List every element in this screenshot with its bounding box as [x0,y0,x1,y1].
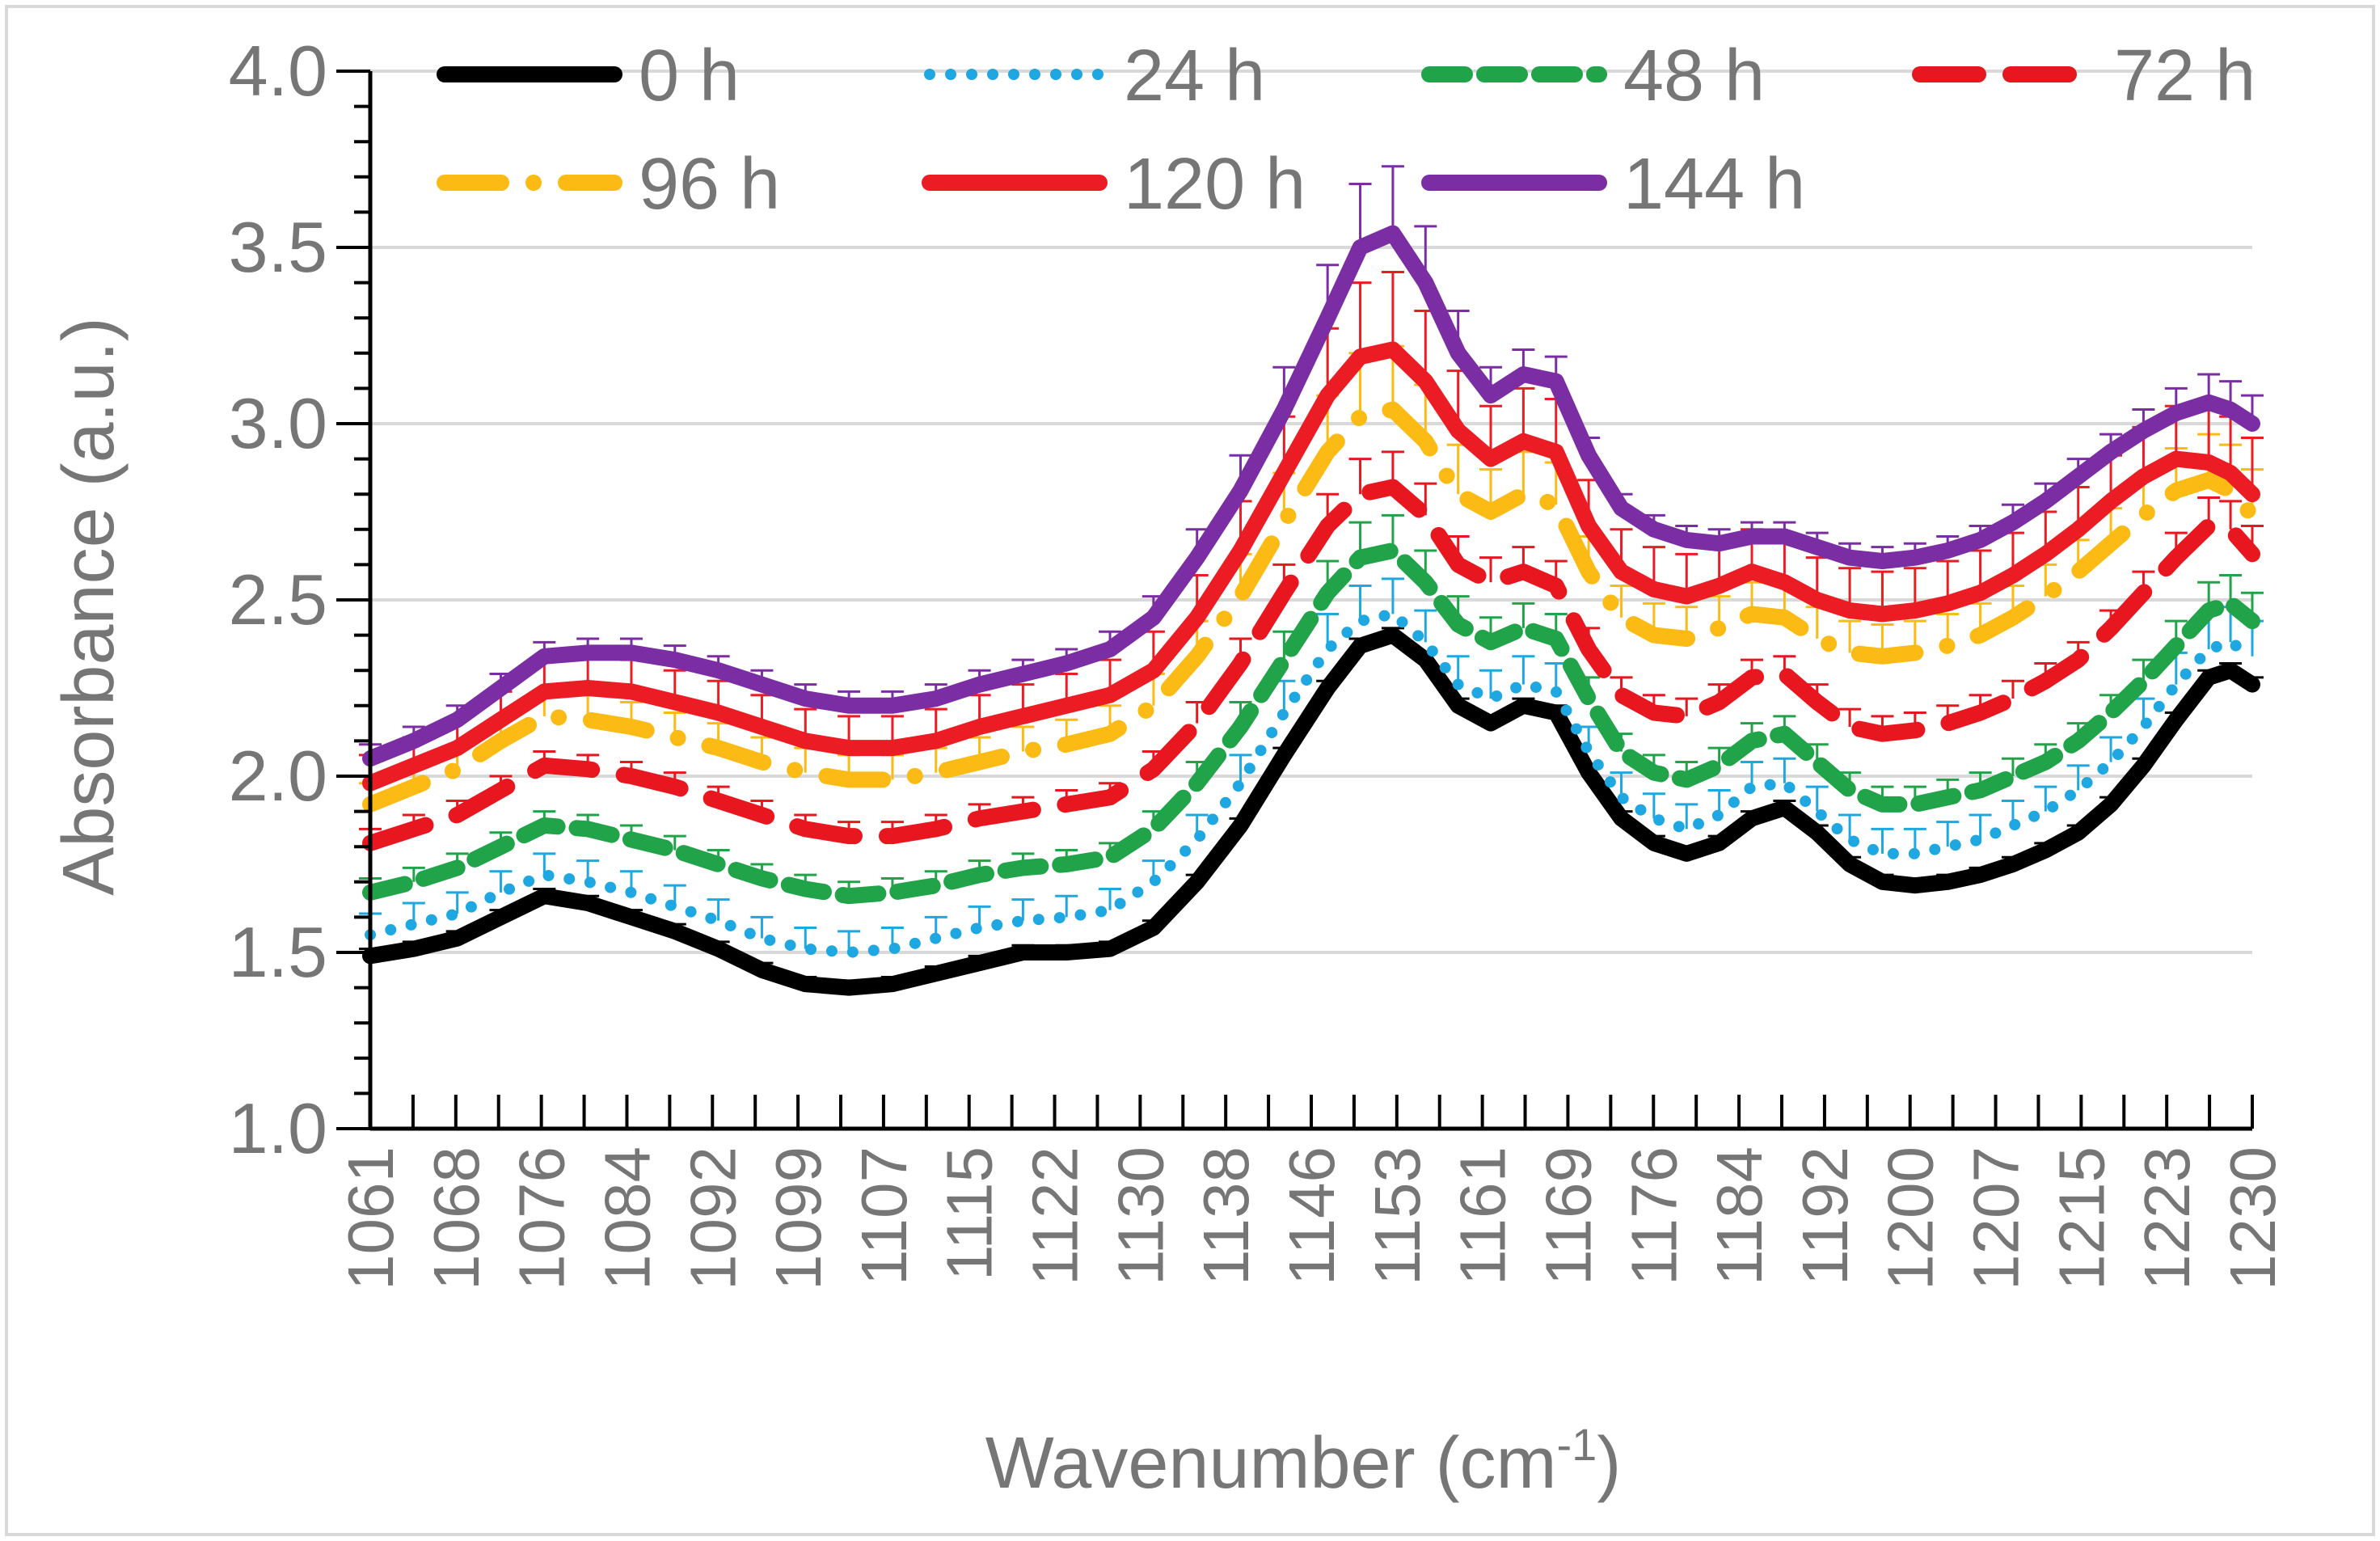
x-tick-label: 1192 [1789,1146,1861,1286]
x-tick-label: 1207 [1960,1146,2032,1290]
x-tick-label: 1184 [1703,1146,1775,1286]
legend-label: 120 h [1124,144,1306,225]
series-line-24h [365,608,2258,958]
legend-item-0h: 0 h [437,36,740,116]
legend-label: 24 h [1124,36,1265,116]
x-tick-label: 1084 [591,1146,663,1290]
x-tick-label: 1107 [848,1146,920,1286]
y-tick-label: 2.5 [229,559,327,640]
x-tick-label: 1200 [1875,1146,1947,1290]
x-tick-label: 1169 [1532,1146,1604,1286]
error-bars [359,165,2264,988]
legend-item-48h: 48 h [1421,36,1765,116]
x-tick-label: 1099 [762,1146,834,1290]
x-tick-label: 1161 [1447,1146,1519,1286]
series-line-48h [362,543,2260,905]
x-tick-label: 1146 [1276,1146,1348,1286]
x-tick-label: 1223 [2131,1146,2203,1290]
y-tick-label: 2.0 [229,736,327,816]
legend-item-72h: 72 h [1912,36,2256,116]
x-tick-label: 1061 [335,1146,407,1290]
y-tick-label: 4.0 [229,31,327,111]
x-axis-title-close: ) [1597,1423,1621,1504]
y-axis-title: Absorbance (a.u.) [49,317,129,895]
legend-label: 72 h [2114,36,2256,116]
x-tick-label: 1130 [1104,1146,1176,1286]
x-tick-label: 1215 [2045,1146,2117,1290]
legend-label: 96 h [639,144,780,225]
x-tick-label: 1230 [2217,1146,2289,1290]
series-line-96h [362,401,2260,813]
legend-label: 48 h [1623,36,1765,116]
legend-item-120h: 120 h [922,144,1306,225]
x-tick-label: 1138 [1190,1146,1262,1286]
y-tick-label: 3.5 [229,207,327,287]
y-tick-label: 3.0 [229,383,327,463]
legend-item-96h: 96 h [437,144,780,225]
y-tick-label: 1.0 [229,1088,327,1168]
series-lines [362,225,2260,996]
x-tick-label: 1092 [677,1146,749,1290]
x-axis-title-main: Wavenumber (cm [985,1423,1557,1504]
x-axis-title: Wavenumber (cm-1) [985,1419,1622,1504]
x-tick-label: 1176 [1618,1146,1690,1286]
x-tick-label: 1076 [506,1146,578,1290]
legend-label: 144 h [1623,144,1805,225]
series-line-0h [362,627,2260,996]
legend: 0 h 24 h 48 h 72 h 96 h 120 h 144 h [437,36,2256,225]
legend-label: 0 h [639,36,740,116]
error-bars-24h [359,577,2264,952]
x-axis-title-superscript: -1 [1557,1419,1597,1470]
legend-item-144h: 144 h [1421,144,1805,225]
legend-item-24h: 24 h [924,36,1265,116]
series-line-144h [362,225,2260,767]
series-line-72h [362,479,2260,851]
x-tick-label: 1153 [1361,1146,1433,1286]
series-line-120h [362,341,2260,792]
y-tick-label: 1.5 [229,912,327,992]
x-tick-label: 1068 [420,1146,492,1290]
x-tick-label: 1115 [934,1146,1006,1281]
x-tick-label: 1122 [1019,1146,1091,1286]
